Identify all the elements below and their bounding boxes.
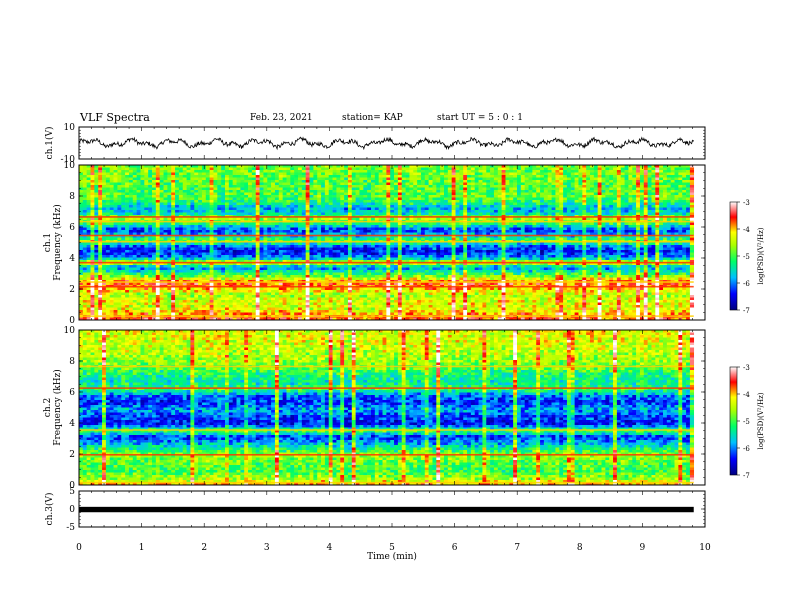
xtick-label-6: 6 [452,543,458,553]
ch2-colorbar: -3 -4 -5 -6 -7 log(PSD)(V²/Hz) [730,364,765,480]
colorbar-tick-0-2: -5 [743,253,750,261]
ytick-label-1-5: 10 [64,161,76,171]
xlabel-time: Time (min) [367,551,417,562]
colorbar-label-1: log(PSD)(V²/Hz) [757,392,765,449]
xtick-label-1: 1 [139,543,145,553]
ylabel-0: ch.1(V) [44,127,55,160]
colorbar-tick-1-1: -4 [743,391,750,399]
ch1-colorbar: -3 -4 -5 -6 -7 log(PSD)(V²/Hz) [730,199,765,315]
ytick-label-0-0: 10 [64,123,76,133]
xtick-label-10: 10 [699,543,711,553]
ytick-label-2-2: 4 [69,419,75,429]
colorbar-tick-0-4: -7 [743,307,750,315]
xtick-label-8: 8 [577,543,583,553]
ytick-label-2-3: 6 [69,388,75,398]
colorbar-tick-0-3: -6 [743,280,750,288]
colorbar-tick-1-0: -3 [743,364,750,372]
colorbar-label-0: log(PSD)(V²/Hz) [757,227,765,284]
xtick-label-3: 3 [264,543,270,553]
ytick-label-1-4: 8 [69,192,75,202]
ytick-label-3-2: -5 [66,523,75,533]
colorbar-tick-0-0: -3 [743,199,750,207]
colorbar-tick-1-3: -6 [743,445,750,453]
ytick-label-2-1: 2 [69,450,75,460]
xtick-label-2: 2 [201,543,207,553]
xtick-label-4: 4 [327,543,333,553]
ylabel-freq-2: Frequency (kHz) [52,369,63,446]
ytick-label-3-1: 0 [69,505,75,515]
colorbar-tick-1-4: -7 [743,472,750,480]
ytick-label-2-5: 10 [64,326,76,336]
colorbar-tick-0-1: -4 [743,226,750,234]
ytick-label-2-4: 8 [69,357,75,367]
ytick-label-1-1: 2 [69,285,75,295]
ch1-spectrogram-panel [79,165,705,320]
ch3-waveform-panel [79,491,705,527]
ytick-label-1-3: 6 [69,223,75,233]
ytick-label-1-2: 4 [69,254,75,264]
ytick-label-1-0: 0 [69,316,75,326]
ch3-waveform-band [79,507,694,512]
ylabel-ch-1: ch.1 [43,233,53,252]
ch1-waveform-line [79,137,694,149]
xtick-label-7: 7 [514,543,520,553]
ylabel-3: ch.3(V) [44,493,55,526]
xtick-label-0: 0 [76,543,82,553]
ch1-waveform-panel [79,127,705,159]
colorbar-tick-1-2: -5 [743,418,750,426]
ytick-label-3-0: 5 [69,487,75,497]
ylabel-freq-1: Frequency (kHz) [52,204,63,281]
xtick-label-9: 9 [640,543,646,553]
ch2-spectrogram-panel [79,330,705,485]
ylabel-ch-2: ch.2 [43,398,53,417]
